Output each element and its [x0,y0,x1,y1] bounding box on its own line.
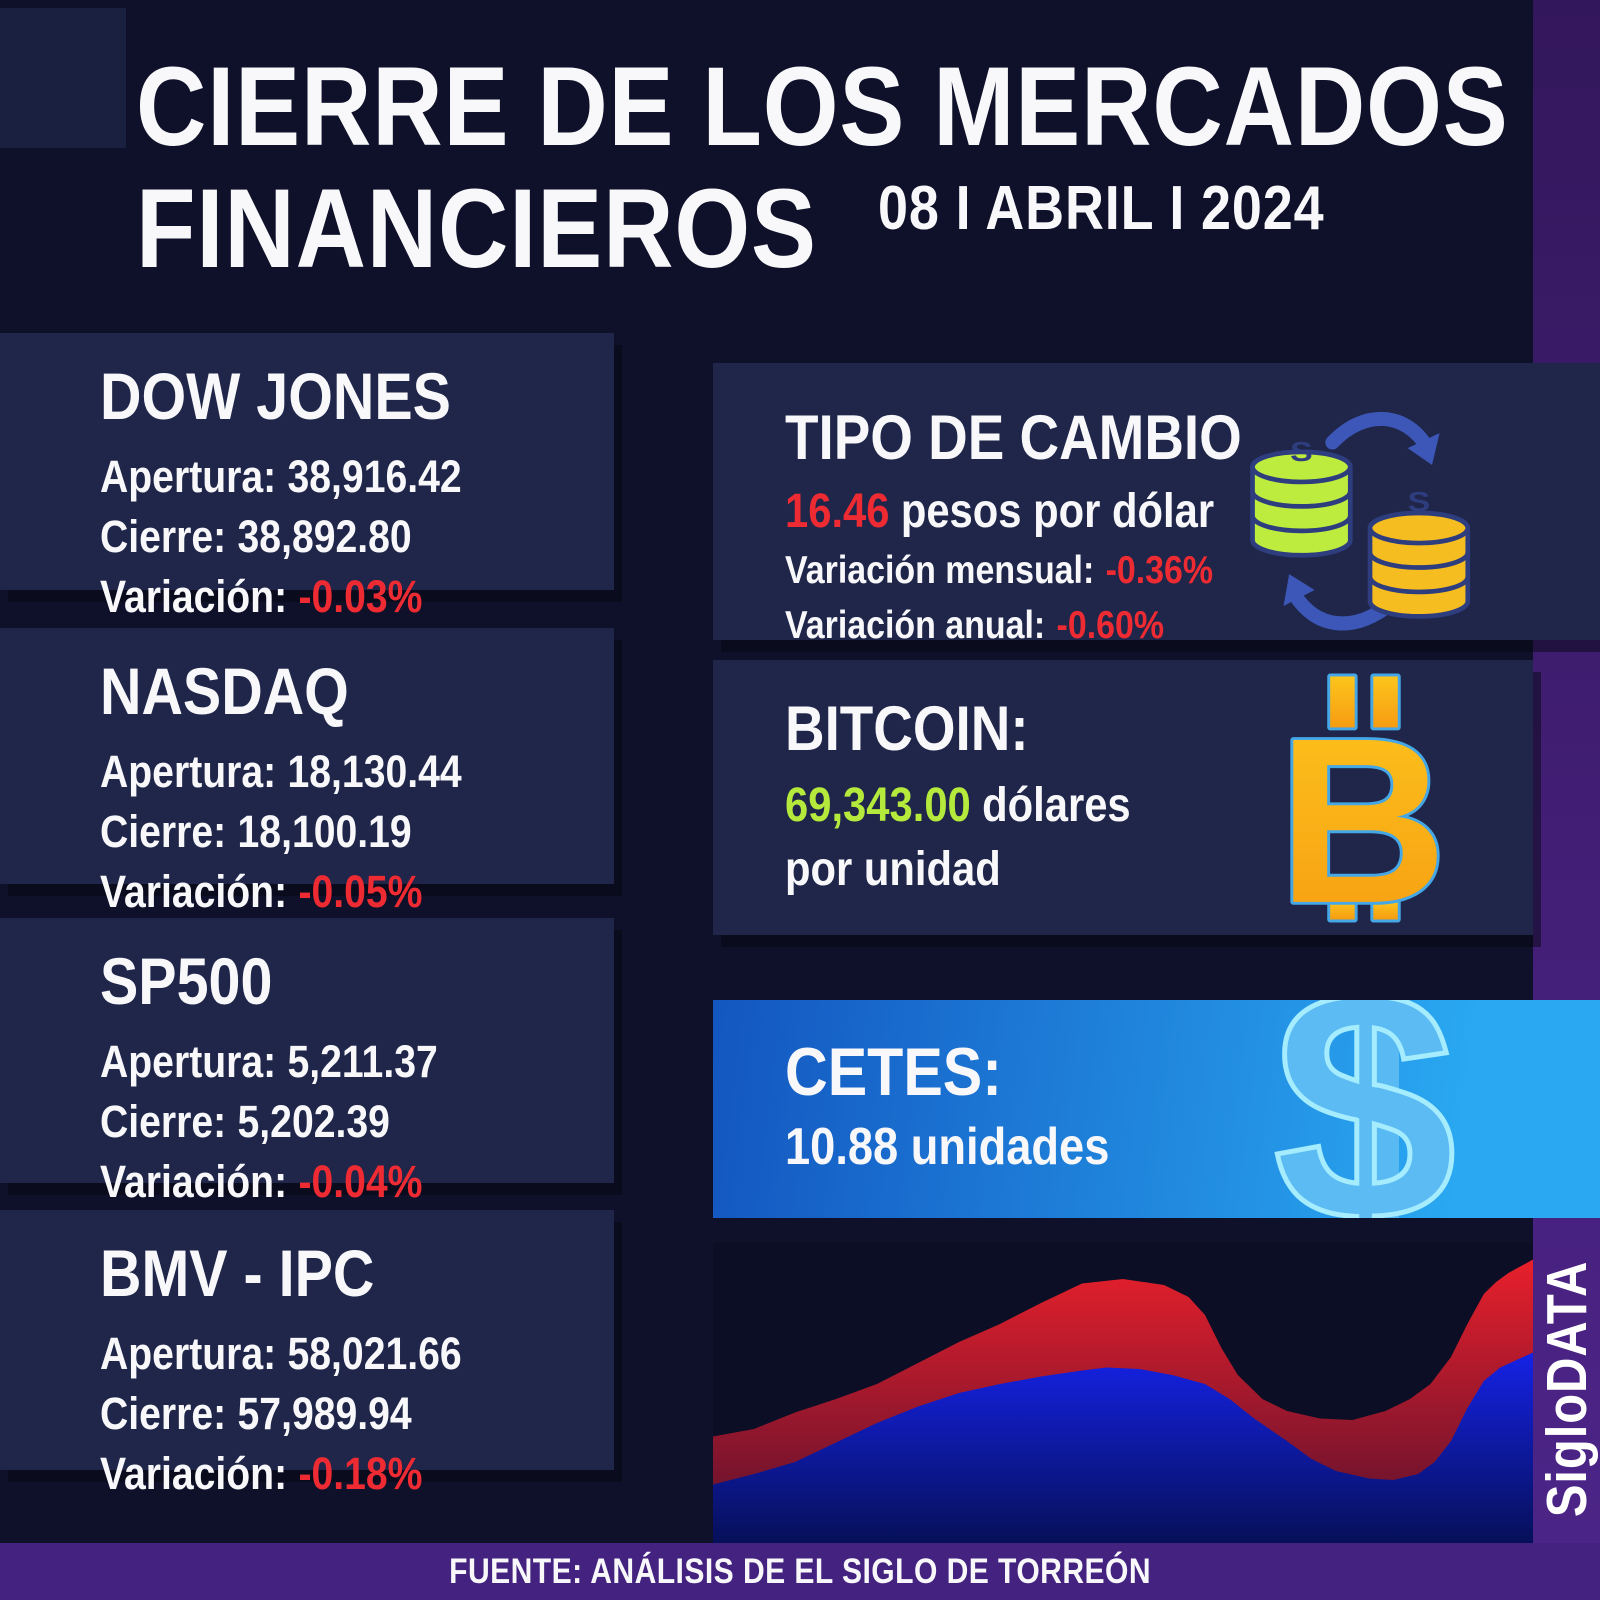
currency-exchange-icon: S S [1250,411,1471,631]
dollar-sign-icon: $ [1271,1000,1460,1218]
monthly-variation-row: Variación mensual: -0.36% [785,549,1214,592]
bitcoin-panel: BITCOIN: 69,343.00 dólares por unidad B [713,660,1533,955]
annual-variation-row: Variación anual: -0.60% [785,604,1165,647]
gold-coin-stack: S [1367,486,1471,619]
variacion-row: Variación: -0.18% [100,1448,423,1499]
footer-source-bar: FUENTE: ANÁLISIS DE EL SIGLO DE TORREÓN [0,1543,1600,1600]
page-title-line1: CIERRE DE LOS MERCADOS [136,44,1509,169]
market-trend-chart [713,1243,1533,1543]
apertura-row: Apertura: 38,916.42 [100,451,462,502]
page-title: CIERRE DE LOS MERCADOS FINANCIEROS [136,46,1600,290]
variacion-row: Variación: -0.03% [100,571,423,622]
bitcoin-icon: B [1275,673,1450,955]
bitcoin-price-row: 69,343.00 dólares [785,779,1131,832]
green-coin-stack: S [1250,436,1353,558]
cetes-value: 10.88 unidades [785,1118,1110,1176]
index-panel-sp500: SP500 Apertura: 5,211.37 Cierre: 5,202.39 … [0,918,614,1207]
cierre-row: Cierre: 18,100.19 [100,806,412,857]
index-name: NASDAQ [100,654,349,728]
cierre-row: Cierre: 38,892.80 [100,511,412,562]
cetes-title: CETES: [785,1034,1002,1110]
exchange-rate-row: 16.46 pesos por dólar [785,485,1215,538]
index-name: DOW JONES [100,359,451,433]
right-purple-strip [1533,0,1600,1543]
apertura-row: Apertura: 5,211.37 [100,1036,438,1087]
cierre-row: Cierre: 5,202.39 [100,1096,390,1147]
apertura-row: Apertura: 58,021.66 [100,1328,462,1379]
cierre-row: Cierre: 57,989.94 [100,1388,412,1439]
bitcoin-title: BITCOIN: [785,694,1029,764]
bitcoin-price-unit-row: por unidad [785,843,1001,896]
chart-blue-area [713,1352,1533,1543]
page-title-line2: FINANCIEROS [136,166,817,291]
coin-currency-symbol: S [1408,486,1431,517]
cetes-panel: CETES: 10.88 unidades $ [713,1000,1600,1218]
apertura-row: Apertura: 18,130.44 [100,746,462,797]
index-panel-dow-jones: DOW JONES Apertura: 38,916.42 Cierre: 38,8… [0,333,614,622]
index-panel-nasdaq: NASDAQ Apertura: 18,130.44 Cierre: 18,100.… [0,628,614,917]
variacion-row: Variación: -0.05% [100,866,423,917]
siglodata-brand: SigloDATA [1535,1260,1599,1518]
exchange-rate-panel: TIPO DE CAMBIO 16.46 pesos por dólar Vari… [713,363,1600,647]
report-date: 08 I ABRIL I 2024 [878,174,1325,243]
bitcoin-b-glyph: B [1278,689,1448,952]
index-panel-bmv-ipc: BMV - IPC Apertura: 58,021.66 Cierre: 57,9… [0,1210,614,1499]
coin-currency-symbol: S [1290,436,1313,467]
dollar-bar-decoration [1372,1000,1399,1218]
corner-decoration [0,8,126,148]
index-name: BMV - IPC [100,1236,375,1310]
exchange-rate-title: TIPO DE CAMBIO [785,403,1242,473]
index-name: SP500 [100,944,273,1018]
variacion-row: Variación: -0.04% [100,1156,423,1207]
source-text: FUENTE: ANÁLISIS DE EL SIGLO DE TORREÓN [449,1552,1151,1591]
